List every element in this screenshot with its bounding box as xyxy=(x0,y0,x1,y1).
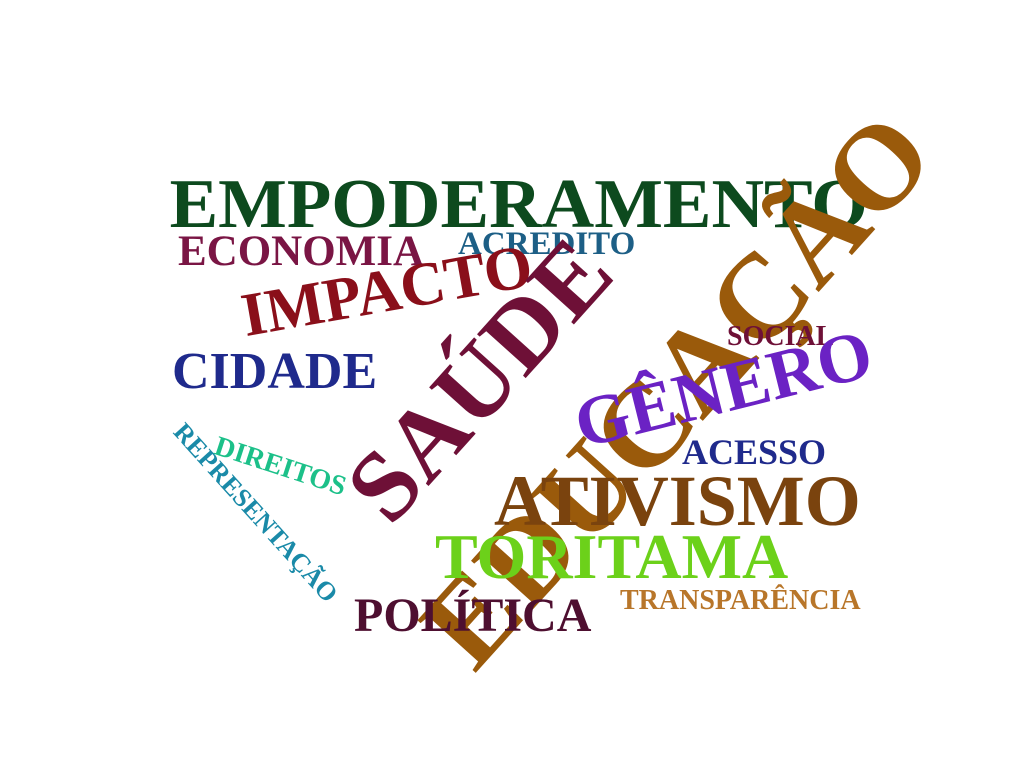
word-acredito: ACREDITO xyxy=(458,226,636,262)
word-social: SOCIAL xyxy=(727,321,835,352)
word-cidade: CIDADE xyxy=(172,343,378,400)
word-transparencia: TRANSPARÊNCIA xyxy=(620,585,861,616)
word-empoderamento: EMPODERAMENTO xyxy=(169,166,868,243)
word-ativismo: ATIVISMO xyxy=(494,461,861,541)
word-economia: ECONOMIA xyxy=(178,228,425,275)
word-acesso: ACESSO xyxy=(682,432,827,472)
word-toritama: TORITAMA xyxy=(435,521,789,592)
word-politica: POLÍTICA xyxy=(354,589,592,642)
